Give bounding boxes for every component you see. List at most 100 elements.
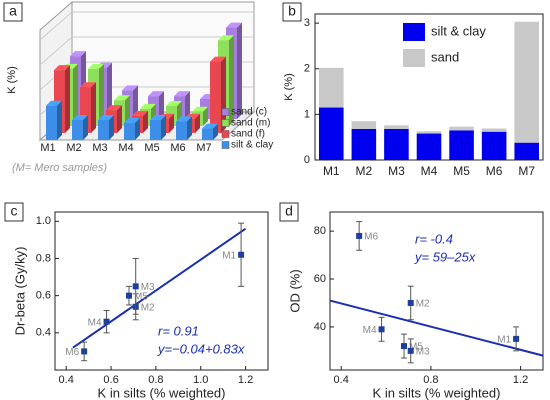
bar-segment bbox=[514, 21, 539, 143]
wall-grid-line bbox=[39, 36, 73, 66]
bar-top bbox=[46, 100, 62, 106]
bar-top bbox=[88, 63, 104, 69]
legend-swatch bbox=[221, 141, 230, 149]
bar-top bbox=[202, 123, 218, 129]
bar-segment bbox=[449, 130, 474, 160]
bar-top bbox=[98, 115, 114, 120]
point bbox=[356, 232, 363, 239]
x-tick-label: M2 bbox=[66, 142, 81, 154]
y-axis-label: K (%) bbox=[283, 73, 295, 101]
bar-top bbox=[54, 65, 70, 71]
point bbox=[103, 318, 110, 325]
bar-segment bbox=[449, 126, 474, 131]
y-tick-label: 40 bbox=[314, 321, 326, 333]
bar-top bbox=[122, 85, 138, 91]
panel-label-box bbox=[4, 202, 24, 222]
bar-side bbox=[187, 116, 192, 140]
x-tick-label: M1 bbox=[323, 164, 340, 178]
legend-swatch bbox=[221, 119, 230, 127]
point-label: M3 bbox=[416, 346, 430, 357]
x-tick-label: M4 bbox=[118, 142, 133, 154]
bar-segment bbox=[351, 121, 377, 129]
bar-side bbox=[99, 63, 104, 126]
bar-side bbox=[107, 62, 112, 119]
bar-side bbox=[57, 100, 62, 140]
x-tick-label: M7 bbox=[518, 164, 535, 178]
legend-swatch bbox=[403, 23, 425, 41]
bar-top bbox=[140, 103, 156, 109]
bar-side bbox=[83, 115, 88, 140]
bar-top bbox=[124, 117, 140, 123]
bar-top bbox=[106, 105, 122, 111]
bar bbox=[150, 120, 161, 140]
bar bbox=[176, 121, 187, 140]
bar-top bbox=[80, 82, 96, 88]
x-tick-label: M2 bbox=[356, 164, 373, 178]
x-tick-label: 0.4 bbox=[59, 374, 74, 386]
x-tick-label: 0.6 bbox=[103, 374, 118, 386]
bar-segment bbox=[384, 125, 409, 129]
point-label: M4 bbox=[88, 317, 102, 328]
x-tick-label: 1.2 bbox=[238, 374, 253, 386]
point bbox=[238, 251, 245, 258]
point bbox=[513, 335, 520, 342]
point bbox=[407, 347, 414, 354]
y-axis-label: K (%) bbox=[6, 66, 18, 94]
bar-top bbox=[72, 115, 88, 120]
bar-segment bbox=[481, 131, 507, 160]
x-tick-label: 0.4 bbox=[334, 374, 349, 386]
stat-text: r= 0.91 bbox=[158, 323, 199, 338]
bar-top bbox=[70, 51, 86, 57]
bar bbox=[202, 128, 213, 140]
bar-segment bbox=[384, 128, 409, 160]
point-label: M4 bbox=[363, 325, 377, 336]
bar-top bbox=[176, 116, 192, 122]
legend-swatch bbox=[221, 108, 230, 116]
legend-label: sand bbox=[431, 49, 459, 64]
x-axis-label: K in silts (% weighted) bbox=[98, 385, 226, 400]
x-tick-label: M3 bbox=[388, 164, 405, 178]
bar-top bbox=[114, 95, 130, 101]
x-tick-label: M6 bbox=[170, 142, 185, 154]
bar-side bbox=[135, 117, 140, 140]
bar-segment bbox=[319, 107, 344, 160]
x-tick-label: 1.0 bbox=[193, 374, 208, 386]
x-tick-label: M1 bbox=[40, 142, 55, 154]
bar-segment bbox=[416, 133, 442, 160]
bar bbox=[46, 105, 57, 140]
legend-label: silt & clay bbox=[231, 140, 273, 151]
bar-top bbox=[210, 56, 226, 62]
bar bbox=[72, 120, 83, 140]
bar-segment bbox=[319, 67, 344, 108]
point-label: M1 bbox=[497, 335, 511, 346]
y-tick-label: 0 bbox=[304, 154, 310, 166]
panel-label-box bbox=[3, 2, 23, 22]
bar-top bbox=[132, 110, 148, 116]
bar-top bbox=[166, 101, 182, 106]
bar-top bbox=[148, 91, 164, 97]
bar-top bbox=[174, 91, 190, 97]
bar-side bbox=[161, 115, 166, 140]
stat-text: r= -0.4 bbox=[415, 231, 453, 246]
y-tick-label: 0.8 bbox=[36, 252, 51, 264]
fit-line bbox=[329, 299, 544, 357]
plot-frame bbox=[329, 211, 544, 371]
x-tick-label: 0.8 bbox=[423, 374, 438, 386]
panel-label-box bbox=[282, 2, 302, 22]
bar-side bbox=[65, 65, 70, 133]
legend-swatch bbox=[221, 130, 230, 138]
x-tick-label: M7 bbox=[196, 142, 211, 154]
bar-side bbox=[229, 35, 234, 126]
y-tick-label: 80 bbox=[314, 225, 326, 237]
bar-side bbox=[169, 113, 174, 133]
point-label: M3 bbox=[141, 282, 155, 293]
point-label: M2 bbox=[416, 299, 430, 310]
y-tick-label: 3 bbox=[304, 17, 310, 29]
y-tick-label: 1 bbox=[304, 108, 310, 120]
legend-swatch bbox=[403, 49, 425, 67]
bar-side bbox=[203, 106, 208, 126]
wall-grid-line bbox=[39, 11, 73, 41]
plot-frame bbox=[54, 211, 269, 371]
bar-top bbox=[218, 35, 234, 41]
bar-segment bbox=[514, 142, 539, 160]
